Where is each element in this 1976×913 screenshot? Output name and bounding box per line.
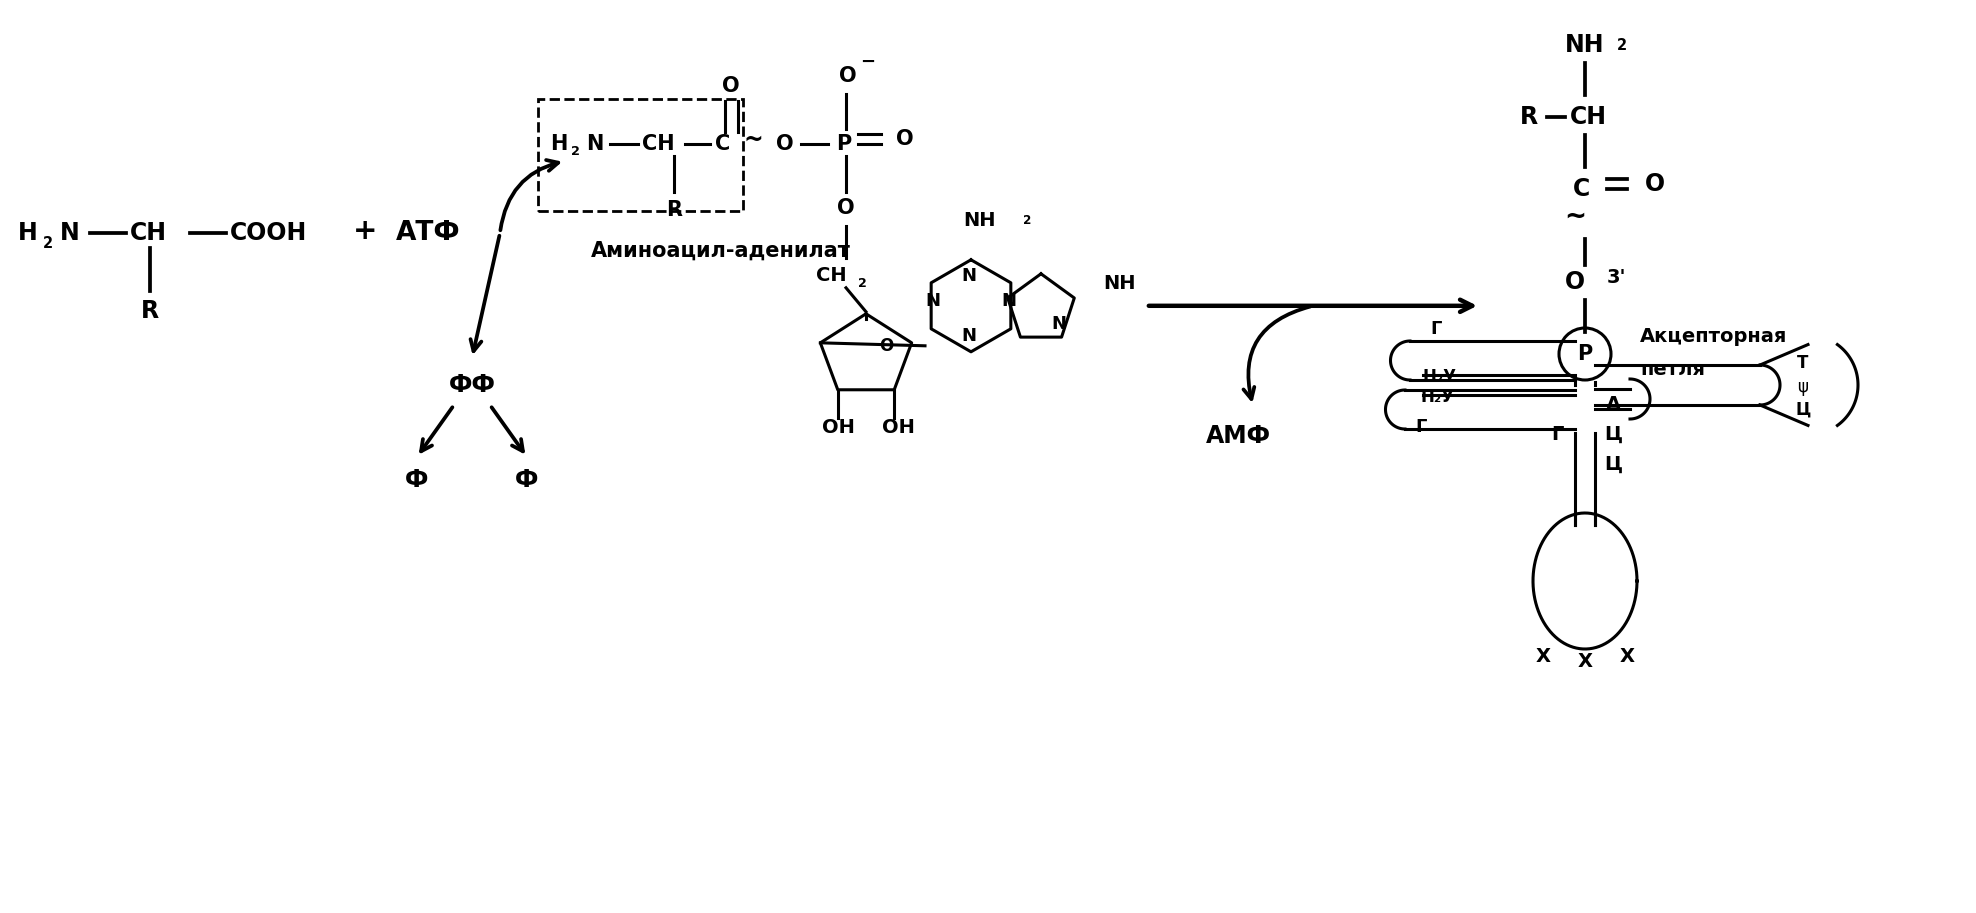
Text: 2: 2 [858, 278, 867, 290]
Text: Г: Г [1551, 425, 1563, 444]
Text: N: N [587, 134, 603, 153]
Text: O: O [879, 337, 893, 355]
Text: Ф: Ф [405, 468, 429, 492]
Text: N: N [925, 292, 941, 310]
Text: Г: Г [1431, 320, 1441, 338]
Text: NH: NH [1103, 274, 1136, 293]
Text: 3': 3' [1606, 268, 1626, 287]
Text: Ц: Ц [1605, 455, 1622, 474]
Text: N: N [962, 267, 976, 285]
Text: H: H [549, 134, 567, 153]
Text: Ц: Ц [1796, 401, 1810, 419]
Text: 2: 2 [1024, 215, 1031, 227]
Text: NH: NH [1565, 33, 1605, 57]
Text: OH: OH [881, 418, 915, 437]
Text: N: N [1051, 315, 1067, 333]
Text: R: R [1520, 105, 1537, 129]
Text: O: O [895, 129, 913, 149]
Text: CH: CH [816, 267, 846, 285]
Text: COOH: COOH [229, 221, 306, 245]
Text: P: P [836, 134, 852, 153]
Text: C: C [715, 134, 731, 153]
Text: Х: Х [1535, 646, 1551, 666]
Text: H: H [18, 221, 38, 245]
Text: 2: 2 [43, 236, 53, 250]
Text: +: + [354, 217, 377, 245]
Text: O: O [1644, 172, 1666, 196]
Text: O: O [777, 134, 794, 153]
Text: O: O [721, 76, 739, 96]
Text: O: O [838, 198, 856, 218]
Text: N: N [962, 327, 976, 345]
Text: АМФ: АМФ [1205, 424, 1271, 447]
Text: R: R [140, 299, 158, 323]
Text: ФФ: ФФ [449, 373, 496, 397]
Text: Аминоацил-аденилат: Аминоацил-аденилат [591, 241, 850, 261]
Text: N: N [1002, 292, 1016, 310]
Text: O: O [840, 66, 858, 86]
Bar [537, 99, 743, 211]
Text: 2: 2 [1616, 37, 1626, 53]
Text: CH: CH [1571, 105, 1606, 129]
Text: Х: Х [1577, 652, 1593, 670]
Text: NH: NH [962, 211, 996, 230]
Text: −: − [860, 53, 875, 71]
Text: Х: Х [1620, 646, 1634, 666]
Text: H₂У: H₂У [1423, 368, 1456, 386]
Text: Акцепторная: Акцепторная [1640, 327, 1788, 345]
Text: петля: петля [1640, 360, 1705, 379]
Text: ~: ~ [1563, 204, 1587, 230]
Text: CH: CH [130, 221, 168, 245]
Text: OH: OH [822, 418, 854, 437]
Text: C: C [1573, 177, 1591, 201]
Text: Р: Р [1577, 344, 1593, 364]
Text: R: R [666, 200, 682, 220]
Text: ~: ~ [743, 128, 763, 152]
Text: N: N [59, 221, 79, 245]
Text: А: А [1605, 394, 1620, 414]
Text: 2: 2 [571, 145, 581, 158]
Text: Ф: Ф [516, 468, 539, 492]
Text: O: O [1565, 270, 1585, 294]
Text: ψ: ψ [1798, 378, 1808, 396]
Text: Ц: Ц [1605, 425, 1622, 444]
Text: CH: CH [642, 134, 674, 153]
Text: Т: Т [1798, 354, 1808, 372]
Text: H₂У: H₂У [1421, 388, 1454, 406]
Text: АТФ: АТФ [395, 220, 460, 246]
Text: Г: Г [1415, 418, 1427, 436]
